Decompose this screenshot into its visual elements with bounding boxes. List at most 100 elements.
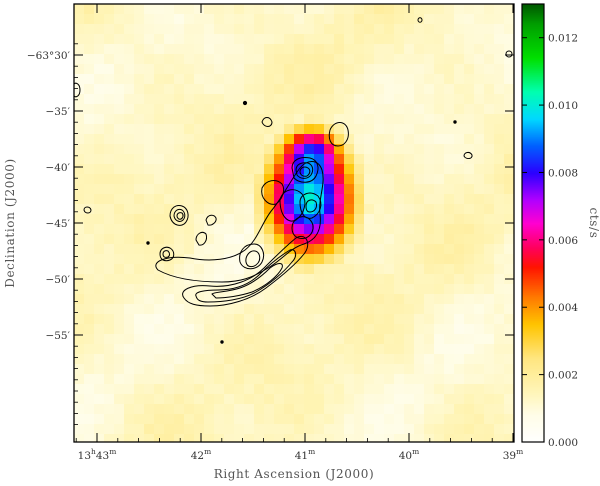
heatmap-cell	[354, 184, 365, 195]
heatmap-cell	[274, 114, 285, 125]
heatmap-cell	[204, 294, 215, 305]
heatmap-cell	[304, 204, 315, 215]
heatmap-cell	[294, 154, 305, 165]
heatmap-cell	[204, 84, 215, 95]
heatmap-cell	[494, 404, 505, 415]
heatmap-cell	[374, 14, 385, 25]
heatmap-cell	[134, 114, 145, 125]
heatmap-cell	[464, 124, 475, 135]
heatmap-cell	[304, 224, 315, 235]
heatmap-cell	[294, 264, 305, 275]
heatmap-cell	[464, 284, 475, 295]
heatmap-cell	[344, 434, 355, 442]
heatmap-cell	[234, 124, 245, 135]
heatmap-cell	[94, 44, 105, 55]
heatmap-cell	[274, 54, 285, 65]
colorbar-segment	[522, 126, 544, 129]
heatmap-cell	[434, 264, 445, 275]
heatmap-cell	[254, 394, 265, 405]
heatmap-cell	[384, 334, 395, 345]
heatmap-cell	[144, 154, 155, 165]
heatmap-cell	[214, 364, 225, 375]
heatmap-cell	[174, 354, 185, 365]
heatmap-cell	[384, 174, 395, 185]
heatmap-cell	[464, 354, 475, 365]
heatmap-cell	[144, 194, 155, 205]
heatmap-cell	[394, 304, 405, 315]
heatmap-cell	[254, 364, 265, 375]
heatmap-cell	[434, 344, 445, 355]
heatmap-cell	[504, 424, 514, 435]
heatmap-cell	[194, 394, 205, 405]
colorbar-segment	[522, 98, 544, 101]
colorbar-segment	[522, 250, 544, 253]
heatmap-cell	[204, 314, 215, 325]
heatmap-cell	[354, 274, 365, 285]
heatmap-cell	[324, 194, 335, 205]
heatmap-cell	[334, 224, 345, 235]
heatmap-cell	[254, 264, 265, 275]
heatmap-cell	[404, 304, 415, 315]
heatmap-cell	[484, 184, 495, 195]
heatmap-cell	[334, 344, 345, 355]
heatmap-cell	[194, 64, 205, 75]
heatmap-cell	[304, 234, 315, 245]
heatmap-cell	[204, 204, 215, 215]
heatmap-cell	[404, 14, 415, 25]
colorbar-segment	[522, 194, 544, 197]
heatmap-cell	[344, 84, 355, 95]
heatmap-cell	[204, 324, 215, 335]
colorbar-segment	[522, 354, 544, 357]
heatmap-cell	[344, 404, 355, 415]
heatmap-cell	[234, 154, 245, 165]
heatmap-cell	[204, 304, 215, 315]
colorbar-segment	[522, 166, 544, 169]
heatmap-cell	[184, 294, 195, 305]
heatmap-cell	[344, 124, 355, 135]
heatmap-cell	[244, 394, 255, 405]
heatmap-cell	[264, 324, 275, 335]
heatmap-cell	[364, 354, 375, 365]
colorbar-segment	[522, 6, 544, 9]
heatmap-cell	[234, 404, 245, 415]
heatmap-cell	[164, 294, 175, 305]
heatmap-cell	[304, 254, 315, 265]
heatmap-cell	[344, 294, 355, 305]
heatmap-cell	[164, 14, 175, 25]
heatmap-cell	[94, 244, 105, 255]
heatmap-cell	[264, 154, 275, 165]
heatmap-cell	[274, 94, 285, 105]
heatmap-cell	[244, 124, 255, 135]
heatmap-cell	[184, 214, 195, 225]
heatmap-cell	[134, 374, 145, 385]
heatmap-cell	[184, 144, 195, 155]
colorbar-segment	[522, 322, 544, 325]
heatmap-cell	[244, 234, 255, 245]
heatmap-cell	[454, 134, 465, 145]
heatmap-cell	[94, 354, 105, 365]
heatmap-cell	[84, 94, 95, 105]
heatmap-cell	[234, 274, 245, 285]
heatmap-cell	[304, 44, 315, 55]
heatmap-cell	[404, 34, 415, 45]
heatmap-cell	[414, 74, 425, 85]
heatmap-cell	[264, 244, 275, 255]
heatmap-cell	[454, 84, 465, 95]
heatmap-cell	[164, 314, 175, 325]
heatmap-cell	[104, 294, 115, 305]
heatmap-cell	[324, 14, 335, 25]
heatmap-cell	[204, 74, 215, 85]
heatmap-cell	[194, 234, 205, 245]
colorbar-segment	[522, 234, 544, 237]
heatmap-cell	[114, 44, 125, 55]
heatmap-cell	[114, 224, 125, 235]
heatmap-cell	[444, 244, 455, 255]
y-tick-label: −50′	[45, 274, 70, 286]
heatmap-cell	[254, 64, 265, 75]
heatmap-cell	[354, 194, 365, 205]
heatmap-cell	[494, 24, 505, 35]
heatmap-cell	[504, 434, 514, 442]
heatmap-cell	[244, 424, 255, 435]
heatmap-cell	[374, 294, 385, 305]
colorbar-segment	[522, 206, 544, 209]
